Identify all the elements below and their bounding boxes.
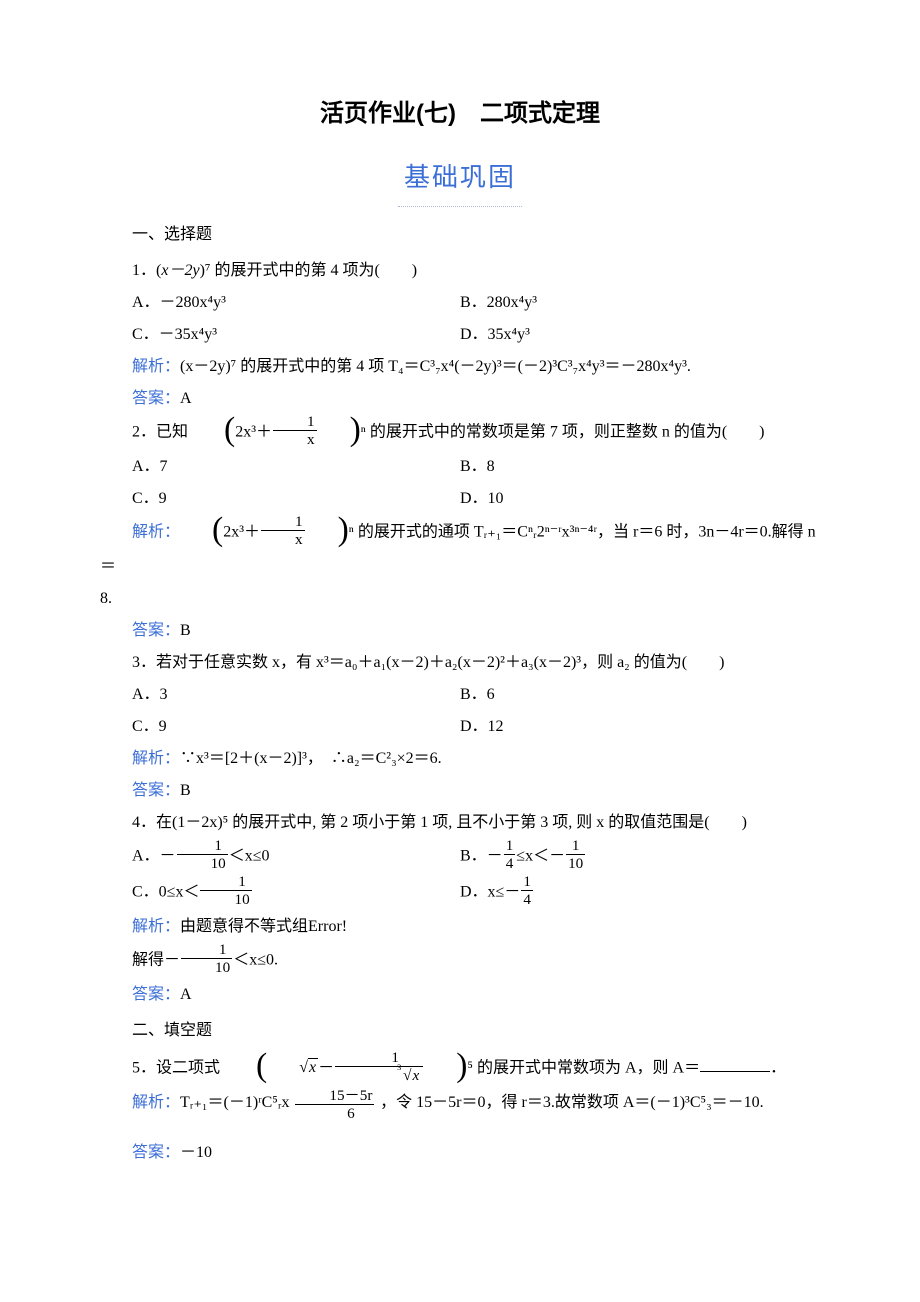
q1-opt-b: B．280x⁴y³	[460, 287, 820, 319]
q4-opt-b: B．－14≤x＜－110	[460, 839, 820, 875]
q2-expr-a: 2x³＋	[235, 424, 272, 441]
q3-stem: 3．若对于任意实数 x，有 x³＝a₀＋a₁(x－2)＋a₂(x－2)²＋a₃(…	[100, 647, 820, 679]
q3-options-row2: C．9 D．12	[100, 711, 820, 743]
q5-analysis-pre: Tᵣ₊₁＝(－1)ʳC⁵ᵣx	[180, 1094, 290, 1111]
q5-analysis: 解析：Tᵣ₊₁＝(－1)ʳC⁵ᵣx 15－5r6 ，令 15－5r＝0，得 r＝3.…	[100, 1087, 820, 1123]
q1-options-row2: C．－35x⁴y³ D．35x⁴y³	[100, 319, 820, 351]
rparen-icon: )	[318, 415, 361, 445]
q1-analysis: 解析：(x－2y)⁷ 的展开式中的第 4 项 T₄＝C³₇x⁴(－2y)³＝(－…	[100, 351, 820, 383]
q3-opt-d: D．12	[460, 711, 820, 743]
cbrt-x-icon: 3x	[369, 1067, 421, 1084]
q5-analysis-post: ，令 15－5r＝0，得 r＝3.故常数项 A＝(－1)³C⁵₃＝－10.	[380, 1094, 764, 1111]
q2-options-row1: A．7 B．8	[100, 451, 820, 483]
analysis-label: 解析：	[132, 918, 180, 935]
q2-anal-expr-a: 2x³＋	[223, 524, 260, 541]
q1-opt-c: C．－35x⁴y³	[100, 319, 460, 351]
q4-analysis: 解析：由题意得不等式组Error!	[100, 911, 820, 943]
answer-label: 答案：	[132, 986, 180, 1003]
q3-answer-text: B	[180, 782, 191, 799]
q2-stem-pre: 2．已知	[132, 424, 192, 441]
q2-opt-d: D．10	[460, 483, 820, 515]
q3-opt-a: A．3	[100, 679, 460, 711]
q1-answer-text: A	[180, 390, 192, 407]
q2-anal-frac: 1x	[261, 513, 305, 549]
q1-analysis-text: (x－2y)⁷ 的展开式中的第 4 项 T₄＝C³₇x⁴(－2y)³＝(－2)³…	[180, 358, 691, 375]
q2-answer-text: B	[180, 622, 191, 639]
section-banner: 基础巩固	[100, 152, 820, 207]
fill-header: 二、填空题	[100, 1015, 820, 1047]
q1-answer: 答案：A	[100, 383, 820, 415]
q3-analysis: 解析：∵x³＝[2＋(x－2)]³， ∴a₂＝C²₃×2＝6.	[100, 743, 820, 775]
q5-stem: 5．设二项式 (x－13x)⁵ 的展开式中常数项为 A，则 A＝．	[100, 1051, 820, 1087]
q5-stem-pre: 5．设二项式	[132, 1059, 224, 1076]
q4-opt-c: C．0≤x＜110	[100, 875, 460, 911]
q5-stem-post: ．	[770, 1059, 786, 1076]
q2-opt-a: A．7	[100, 451, 460, 483]
answer-label: 答案：	[132, 390, 180, 407]
q1-opt-a: A．－280x⁴y³	[100, 287, 460, 319]
answer-label: 答案：	[132, 782, 180, 799]
q2-frac: 1x	[273, 413, 317, 449]
answer-label: 答案：	[132, 1144, 180, 1161]
q5-frac: 13x	[335, 1049, 423, 1085]
sqrt-x-icon: x	[267, 1052, 318, 1084]
q2-analysis-end: 8.	[100, 583, 820, 615]
q3-options-row1: A．3 B．6	[100, 679, 820, 711]
q2-options-row2: C．9 D．10	[100, 483, 820, 515]
rparen-icon: )	[306, 515, 349, 545]
q2-opt-b: B．8	[460, 451, 820, 483]
q4-answer-text: A	[180, 986, 192, 1003]
q3-opt-b: B．6	[460, 679, 820, 711]
q2-stem-post: ⁿ 的展开式中的常数项是第 7 项，则正整数 n 的值为( )	[361, 424, 765, 441]
page-title: 活页作业(七) 二项式定理	[100, 90, 820, 138]
q1-opt-d: D．35x⁴y³	[460, 319, 820, 351]
q1-stem: 1．(x－2y)⁷ 的展开式中的第 4 项为( )	[100, 255, 820, 287]
q3-analysis-text: ∵x³＝[2＋(x－2)]³， ∴a₂＝C²₃×2＝6.	[180, 750, 442, 767]
q4-answer: 答案：A	[100, 979, 820, 1011]
q4-opt-a: A．－110＜x≤0	[100, 839, 460, 875]
q4-analysis-text: 由题意得不等式组Error!	[180, 918, 347, 935]
q4-options-row1: A．－110＜x≤0 B．－14≤x＜－110	[100, 839, 820, 875]
q4-options-row2: C．0≤x＜110 D．x≤－14	[100, 875, 820, 911]
mc-header: 一、选择题	[100, 219, 820, 251]
q2-analysis: 解析：(2x³＋1x)ⁿ 的展开式的通项 Tᵣ₊₁＝Cⁿᵣ2ⁿ⁻ʳx³ⁿ⁻⁴ʳ，…	[100, 515, 820, 583]
q5-answer: 答案：－10	[100, 1137, 820, 1169]
q1-stem-pre: 1．(	[132, 262, 161, 279]
q5-answer-text: －10	[180, 1144, 212, 1161]
q2-stem: 2．已知 (2x³＋1x)ⁿ 的展开式中的常数项是第 7 项，则正整数 n 的值…	[100, 415, 820, 451]
q1-options-row1: A．－280x⁴y³ B．280x⁴y³	[100, 287, 820, 319]
lparen-icon: (	[180, 515, 223, 545]
rparen-icon: )	[424, 1051, 467, 1081]
q5-stem-pow: ⁵ 的展开式中常数项为 A，则 A＝	[467, 1059, 700, 1076]
analysis-label: 解析：	[132, 750, 180, 767]
blank-line	[700, 1055, 770, 1072]
q4-solve: 解得－110＜x≤0.	[100, 943, 820, 979]
q3-opt-c: C．9	[100, 711, 460, 743]
q1-expr: x－2y	[161, 262, 199, 279]
q5-exp-frac: 15－5r6	[295, 1087, 374, 1123]
analysis-label: 解析：	[132, 358, 180, 375]
section-banner-text: 基础巩固	[398, 152, 522, 207]
q2-answer: 答案：B	[100, 615, 820, 647]
q1-stem-post: )⁷ 的展开式中的第 4 项为( )	[200, 262, 418, 279]
lparen-icon: (	[224, 1051, 267, 1081]
lparen-icon: (	[192, 415, 235, 445]
q2-opt-c: C．9	[100, 483, 460, 515]
answer-label: 答案：	[132, 622, 180, 639]
analysis-label: 解析：	[132, 1094, 180, 1111]
analysis-label: 解析：	[132, 524, 180, 541]
q4-stem: 4．在(1－2x)⁵ 的展开式中, 第 2 项小于第 1 项, 且不小于第 3 …	[100, 807, 820, 839]
q3-answer: 答案：B	[100, 775, 820, 807]
q4-opt-d: D．x≤－14	[460, 875, 820, 911]
